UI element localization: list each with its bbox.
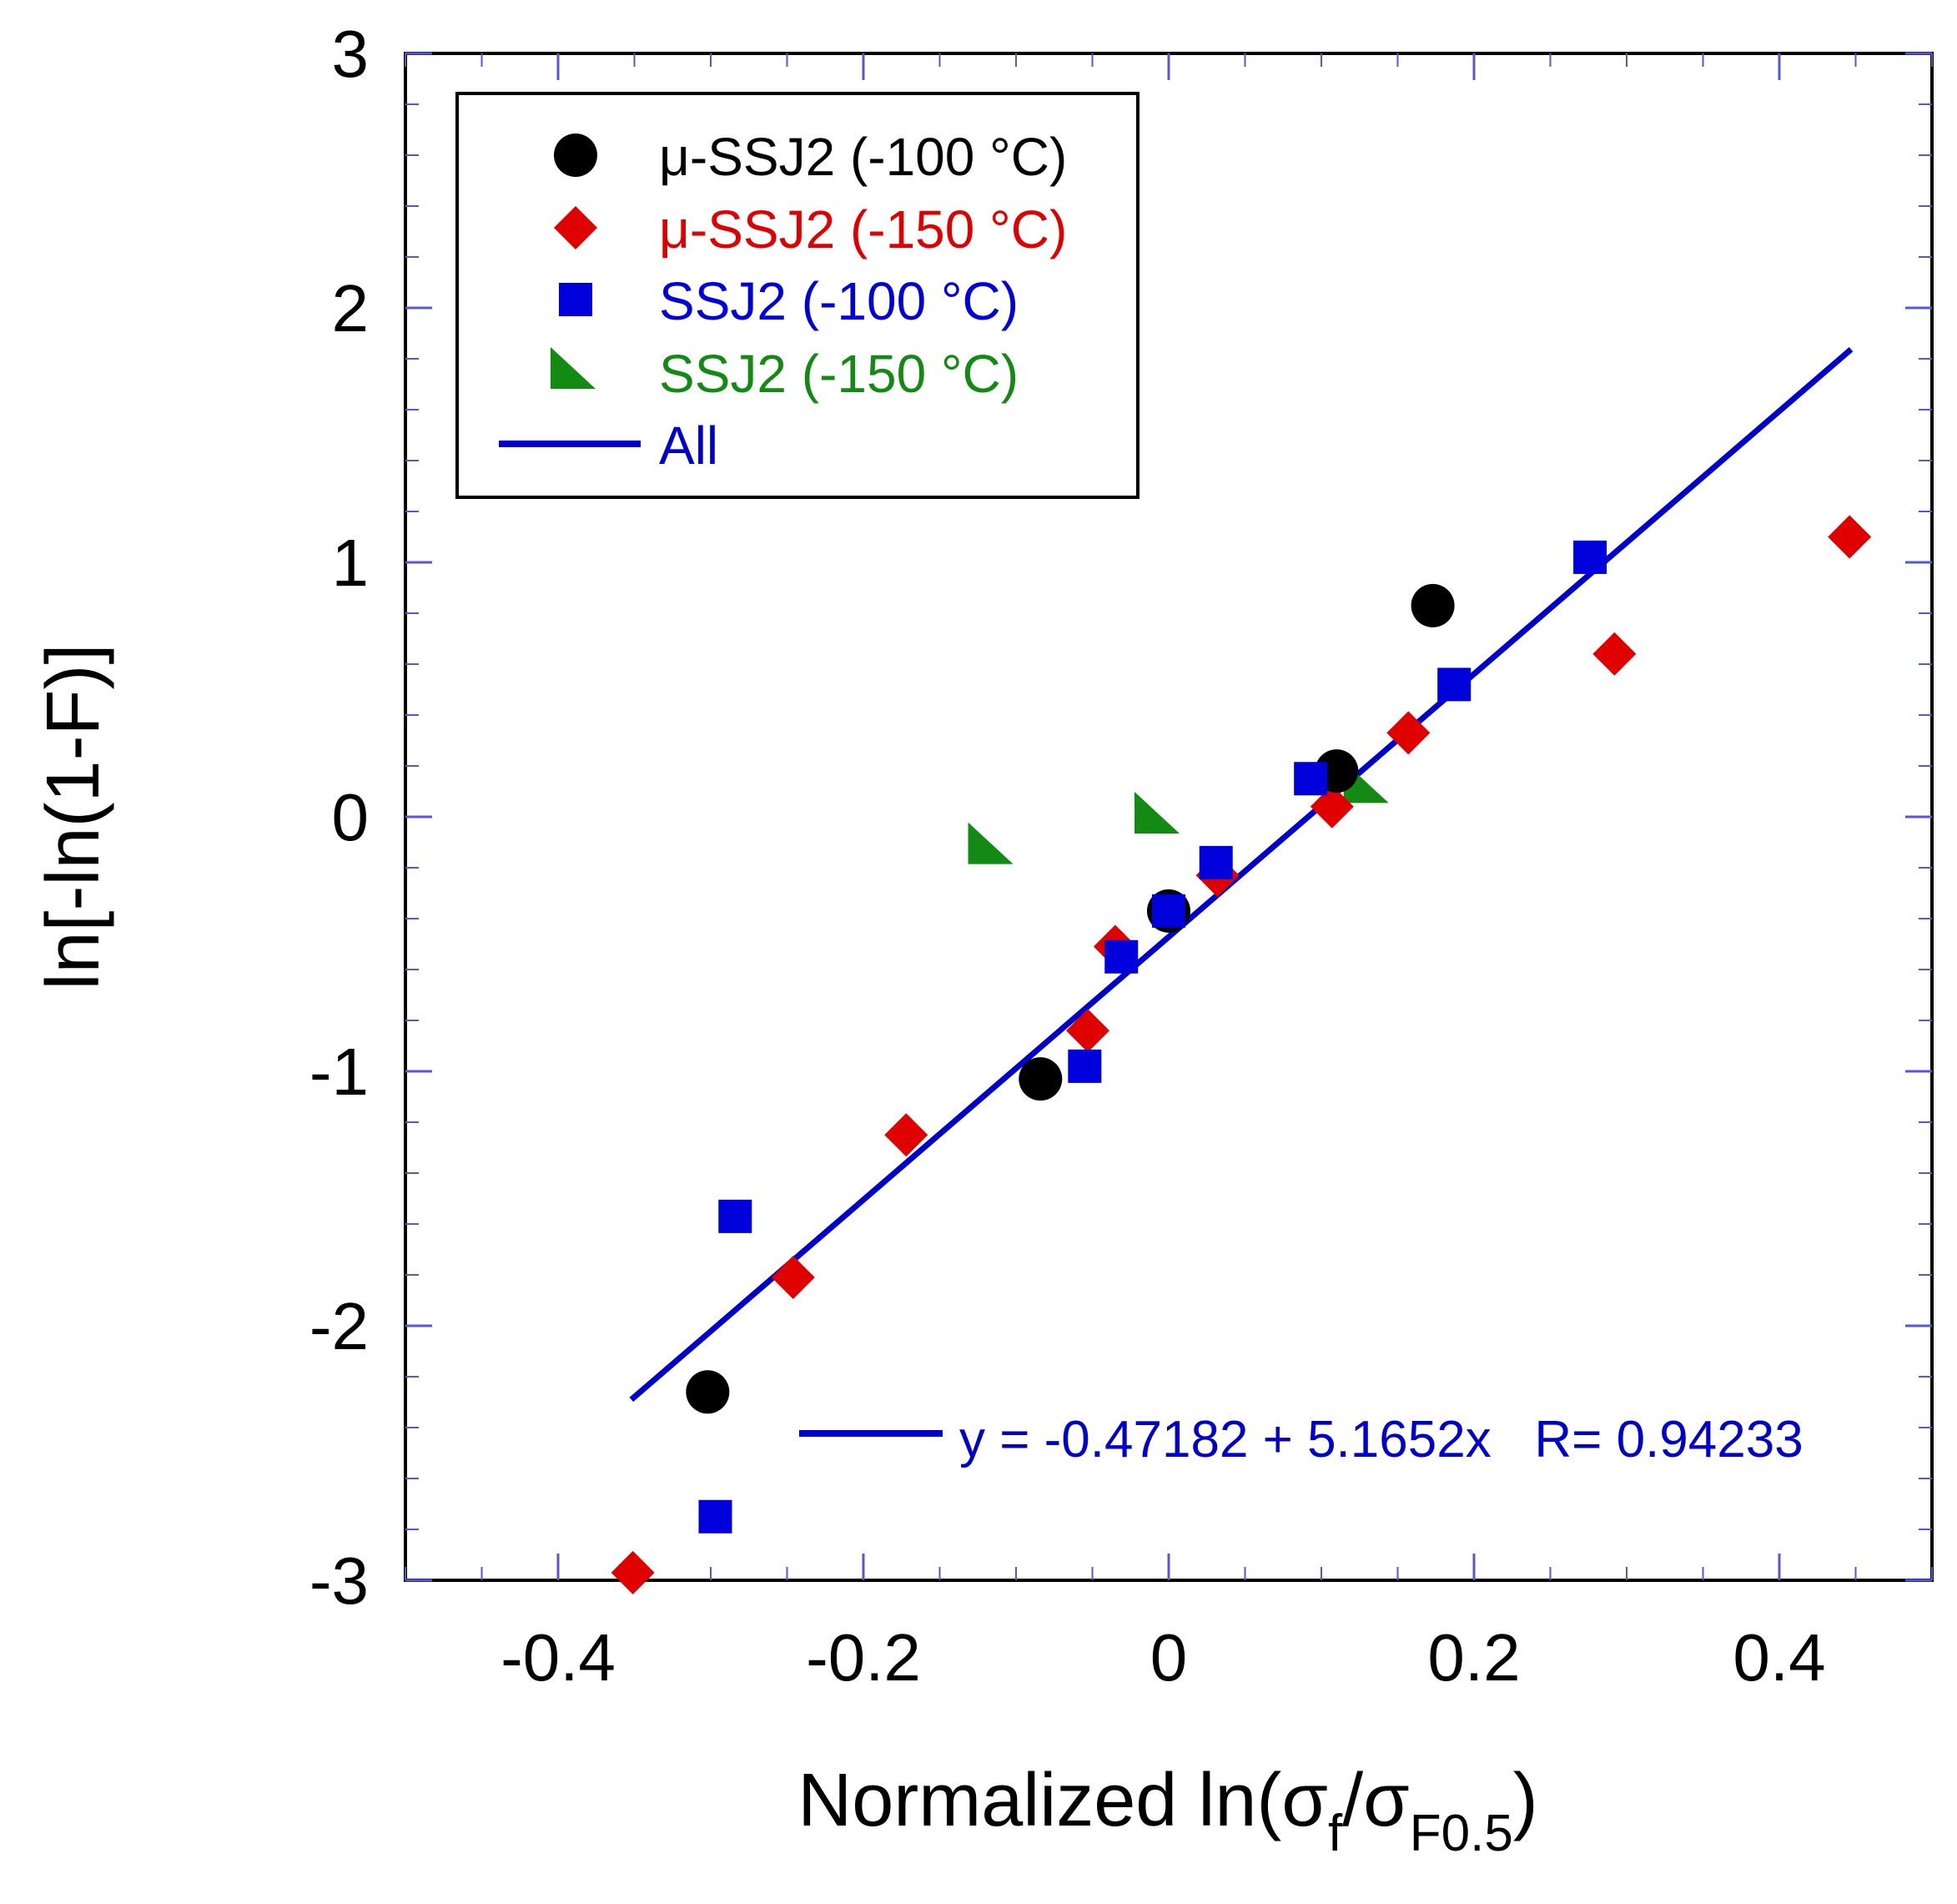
x-axis-title-main: Normalized ln(σ bbox=[797, 1759, 1328, 1842]
x-axis-title-end: ) bbox=[1513, 1759, 1538, 1842]
legend-label-mu-ssj2-100: μ-SSJ2 (-100 °C) bbox=[659, 127, 1067, 187]
point-mu-ssj2-150 bbox=[1310, 784, 1354, 829]
major-ticks bbox=[405, 52, 1932, 1582]
x-tick-label: -0.4 bbox=[501, 1620, 616, 1695]
point-ssj2-100 bbox=[1294, 762, 1328, 796]
point-mu-ssj2-100 bbox=[686, 1370, 730, 1414]
legend-label-all: All bbox=[659, 416, 718, 476]
legend-label-ssj2-100: SSJ2 (-100 °C) bbox=[659, 271, 1019, 331]
legend-marker-mu-ssj2-150 bbox=[554, 206, 597, 249]
x-tick-label: 0.2 bbox=[1427, 1620, 1520, 1695]
x-tick-label: -0.2 bbox=[806, 1620, 921, 1695]
y-tick-label: -2 bbox=[309, 1289, 369, 1363]
point-mu-ssj2-150 bbox=[611, 1550, 655, 1594]
point-ssj2-100 bbox=[698, 1499, 732, 1534]
point-ssj2-100 bbox=[1068, 1049, 1102, 1083]
point-mu-ssj2-100 bbox=[1019, 1057, 1063, 1101]
fit-line bbox=[629, 347, 1854, 1403]
point-mu-ssj2-150 bbox=[884, 1113, 928, 1157]
x-axis-title: Normalized ln(σf/σF0.5) bbox=[797, 1759, 1538, 1862]
point-mu-ssj2-150 bbox=[1592, 632, 1637, 676]
point-mu-ssj2-150 bbox=[1828, 515, 1872, 559]
point-mu-ssj2-150 bbox=[771, 1256, 815, 1300]
point-ssj2-100 bbox=[718, 1199, 752, 1233]
x-axis-title-sub-f: f bbox=[1328, 1805, 1343, 1862]
fit-equation-label: y = -0.47182 + 5.1652x R= 0.94233 bbox=[959, 1411, 1804, 1468]
legend-marker-ssj2-100 bbox=[559, 283, 592, 316]
legend: μ-SSJ2 (-100 °C) μ-SSJ2 (-150 °C) SSJ2 (… bbox=[455, 92, 1139, 499]
x-axis-title-mid: /σ bbox=[1342, 1759, 1410, 1842]
data-points bbox=[611, 515, 1872, 1594]
x-axis-title-sub-f05: F0.5 bbox=[1410, 1805, 1513, 1862]
point-mu-ssj2-150 bbox=[1386, 711, 1431, 755]
legend-label-ssj2-150: SSJ2 (-150 °C) bbox=[659, 344, 1019, 404]
legend-markers bbox=[551, 133, 597, 389]
y-tick-labels: 3 2 1 0 -1 -2 -3 bbox=[309, 17, 369, 1618]
point-mu-ssj2-100 bbox=[1411, 583, 1455, 627]
x-tick-labels: -0.4 -0.2 0 0.2 0.4 bbox=[501, 1620, 1826, 1695]
y-tick-label: 3 bbox=[332, 17, 370, 91]
y-tick-label: 1 bbox=[332, 526, 370, 600]
y-tick-label: 2 bbox=[332, 271, 370, 345]
legend-label-mu-ssj2-150: μ-SSJ2 (-150 °C) bbox=[659, 199, 1067, 259]
point-mu-ssj2-150 bbox=[1066, 1009, 1110, 1053]
x-tick-label: 0 bbox=[1150, 1620, 1188, 1695]
y-axis-title: ln[-ln(1-F)] bbox=[32, 643, 115, 990]
legend-marker-mu-ssj2-100 bbox=[554, 133, 597, 177]
x-tick-label: 0.4 bbox=[1733, 1620, 1825, 1695]
point-ssj2-100 bbox=[1573, 540, 1607, 574]
legend-marker-ssj2-150 bbox=[551, 347, 596, 389]
y-tick-label: -3 bbox=[309, 1544, 369, 1618]
y-tick-label: 0 bbox=[332, 780, 370, 854]
fit-line-group bbox=[629, 347, 1854, 1403]
point-ssj2-100 bbox=[1199, 845, 1233, 879]
point-ssj2-150 bbox=[968, 822, 1014, 864]
y-tick-label: -1 bbox=[309, 1035, 369, 1109]
point-ssj2-100 bbox=[1152, 894, 1185, 928]
point-ssj2-150 bbox=[1134, 792, 1180, 834]
point-ssj2-100 bbox=[1437, 667, 1472, 702]
point-ssj2-100 bbox=[1104, 939, 1139, 974]
